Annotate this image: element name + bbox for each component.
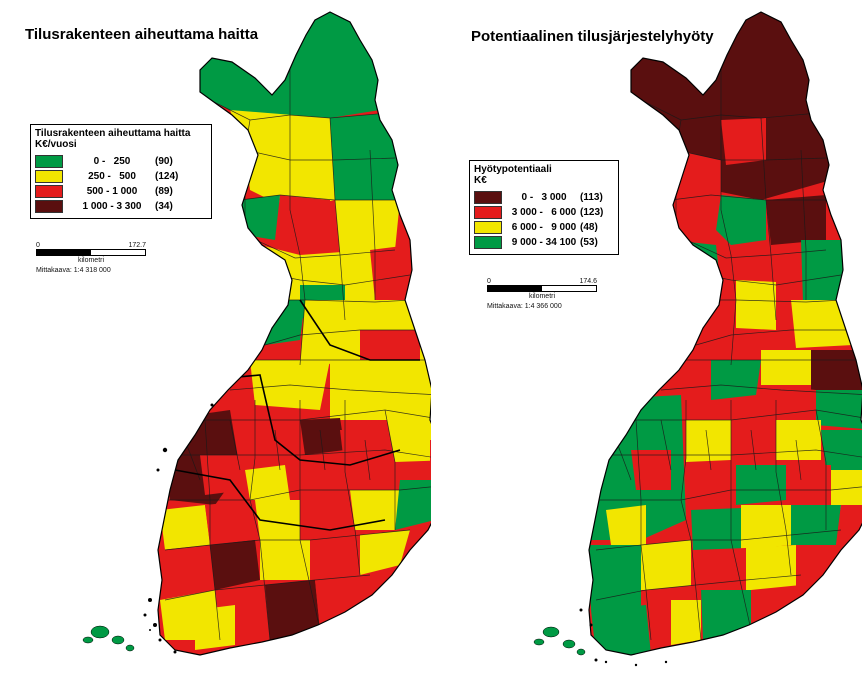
legend-count: (124) — [155, 171, 179, 182]
legend-item: 0 - 250 (90) — [35, 154, 207, 169]
legend-item: 3 000 - 6 000 (123) — [474, 205, 614, 220]
right-scale-bar: 0 174.6 kilometri Mittakaava: 1:4 366 000 — [487, 278, 597, 310]
legend-range: 0 - 3 000 — [521, 192, 567, 203]
right-map-legend: Hyötypotentiaali K€ 0 - 3 000 (113) 3 00… — [469, 160, 619, 255]
scale-unit: kilometri — [77, 257, 105, 264]
legend-swatch — [474, 206, 502, 219]
aland-islands — [533, 626, 586, 656]
left-map-title: Tilusrakenteen aiheuttama haitta — [25, 26, 259, 43]
archipelago-dots — [579, 608, 668, 667]
legend-count: (48) — [580, 222, 598, 233]
legend-swatch — [35, 185, 63, 198]
legend-count: (53) — [580, 237, 598, 248]
legend-range: 0 - 250 — [93, 156, 131, 167]
legend-item: 500 - 1 000 (89) — [35, 184, 207, 199]
aland-islands — [82, 625, 135, 652]
legend-count: (113) — [580, 192, 603, 203]
legend-range: 1 000 - 3 300 — [82, 201, 142, 212]
legend-range: 6 000 - 9 000 — [511, 222, 577, 233]
legend-swatch — [35, 155, 63, 168]
legend-range: 500 - 1 000 — [86, 186, 138, 197]
right-map-panel: Potentiaalinen tilusjärjestelyhyöty Hyöt… — [431, 0, 862, 686]
scale-ratio: Mittakaava: 1:4 366 000 — [487, 303, 562, 310]
finland-map-harm — [82, 11, 431, 656]
legend-swatch — [474, 236, 502, 249]
legend-unit: K€ — [474, 175, 487, 186]
legend-range: 9 000 - 34 100 — [511, 237, 577, 248]
legend-range: 250 - 500 — [88, 171, 136, 182]
legend-count: (34) — [155, 201, 173, 212]
legend-range: 3 000 - 6 000 — [511, 207, 577, 218]
left-map-regions — [158, 12, 431, 655]
legend-swatch — [35, 200, 63, 213]
legend-swatch — [474, 191, 502, 204]
scale-end: 174.6 — [579, 278, 597, 285]
scale-unit: kilometri — [528, 293, 556, 300]
legend-count: (89) — [155, 186, 173, 197]
legend-item: 0 - 3 000 (113) — [474, 190, 614, 205]
left-map-panel: Tilusrakenteen aiheuttama haitta Tilusra… — [25, 11, 431, 656]
scale-end: 172.7 — [128, 242, 146, 249]
legend-unit: K€/vuosi — [35, 139, 77, 150]
right-map-regions — [589, 12, 862, 655]
legend-item: 6 000 - 9 000 (48) — [474, 220, 614, 235]
legend-title: Tilusrakenteen aiheuttama haitta — [35, 128, 191, 139]
legend-swatch — [474, 221, 502, 234]
legend-item: 1 000 - 3 300 (34) — [35, 199, 207, 214]
legend-item: 9 000 - 34 100 (53) — [474, 235, 614, 250]
legend-swatch — [35, 170, 63, 183]
finland-map-benefit — [533, 11, 862, 667]
scale-ratio: Mittakaava: 1:4 318 000 — [36, 267, 111, 274]
left-scale-bar: 0 172.7 kilometri Mittakaava: 1:4 318 000 — [36, 242, 146, 274]
legend-count: (90) — [155, 156, 173, 167]
scale-start: 0 — [487, 278, 491, 285]
left-map-legend: Tilusrakenteen aiheuttama haitta K€/vuos… — [30, 124, 212, 219]
scale-start: 0 — [36, 242, 40, 249]
legend-count: (123) — [580, 207, 604, 218]
archipelago-dots — [143, 403, 214, 654]
legend-title: Hyötypotentiaali — [474, 164, 552, 175]
right-map-title: Potentiaalinen tilusjärjestelyhyöty — [471, 28, 714, 45]
legend-item: 250 - 500 (124) — [35, 169, 207, 184]
